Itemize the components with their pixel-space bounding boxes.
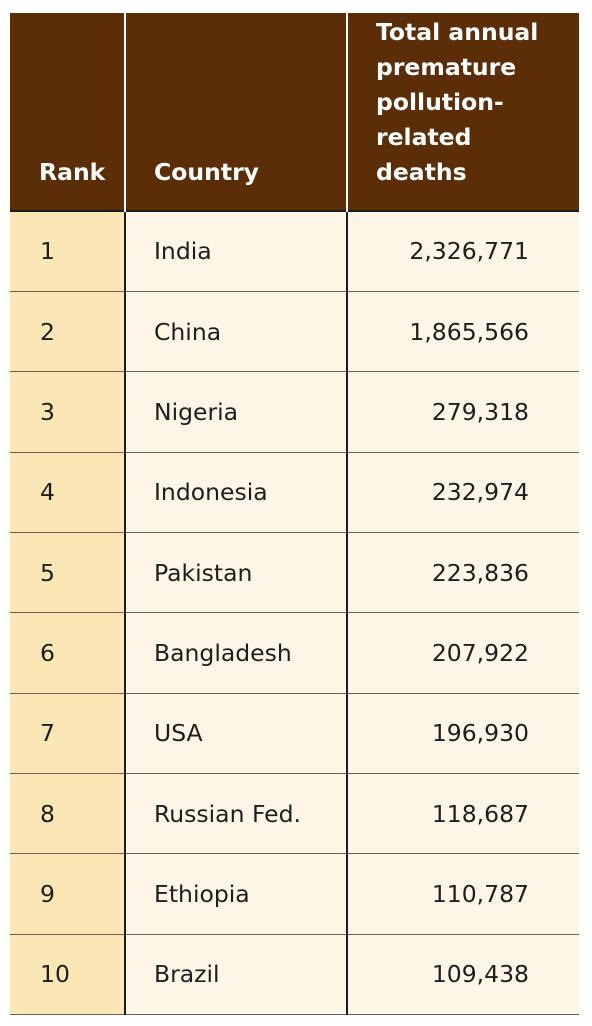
deaths-cell: 1,865,566 [346, 291, 579, 373]
table-row: 5 Pakistan 223,836 [10, 532, 579, 614]
table-row: 8 Russian Fed. 118,687 [10, 773, 579, 855]
deaths-cell: 279,318 [346, 371, 579, 453]
rank-cell: 3 [10, 371, 125, 453]
deaths-column-header: Total annual premature pollution-related… [346, 13, 579, 211]
deaths-cell: 110,787 [346, 853, 579, 935]
rank-cell: 1 [10, 209, 125, 292]
deaths-cell: 2,326,771 [346, 209, 579, 292]
country-cell: Pakistan [124, 532, 347, 614]
deaths-cell: 196,930 [346, 693, 579, 774]
rank-cell: 4 [10, 452, 125, 533]
rank-cell: 2 [10, 291, 125, 373]
table-row: 1 India 2,326,771 [10, 209, 579, 292]
country-cell: USA [124, 693, 347, 774]
deaths-cell: 118,687 [346, 773, 579, 855]
table-row: 9 Ethiopia 110,787 [10, 853, 579, 935]
country-cell: Nigeria [124, 371, 347, 453]
deaths-cell: 232,974 [346, 452, 579, 533]
table-row: 6 Bangladesh 207,922 [10, 612, 579, 694]
country-cell: Brazil [124, 934, 347, 1016]
rank-cell: 5 [10, 532, 125, 614]
rank-cell: 9 [10, 853, 125, 935]
country-cell: Russian Fed. [124, 773, 347, 855]
rank-cell: 6 [10, 612, 125, 694]
country-cell: Indonesia [124, 452, 347, 533]
rank-cell: 7 [10, 693, 125, 774]
table-row: 7 USA 196,930 [10, 693, 579, 774]
deaths-cell: 207,922 [346, 612, 579, 694]
country-cell: India [124, 209, 347, 292]
rank-column-header: Rank [10, 13, 125, 211]
rank-cell: 8 [10, 773, 125, 855]
country-column-header: Country [124, 13, 347, 211]
rank-cell: 10 [10, 934, 125, 1016]
country-cell: China [124, 291, 347, 373]
deaths-cell: 223,836 [346, 532, 579, 614]
table-header-row: Rank Country Total annual premature poll… [10, 13, 579, 211]
table-row: 2 China 1,865,566 [10, 291, 579, 373]
table-row: 4 Indonesia 232,974 [10, 452, 579, 533]
country-cell: Bangladesh [124, 612, 347, 694]
table-row: 10 Brazil 109,438 [10, 934, 579, 1016]
deaths-cell: 109,438 [346, 934, 579, 1016]
table-row: 3 Nigeria 279,318 [10, 371, 579, 453]
country-cell: Ethiopia [124, 853, 347, 935]
pollution-deaths-table: Rank Country Total annual premature poll… [10, 13, 579, 1016]
